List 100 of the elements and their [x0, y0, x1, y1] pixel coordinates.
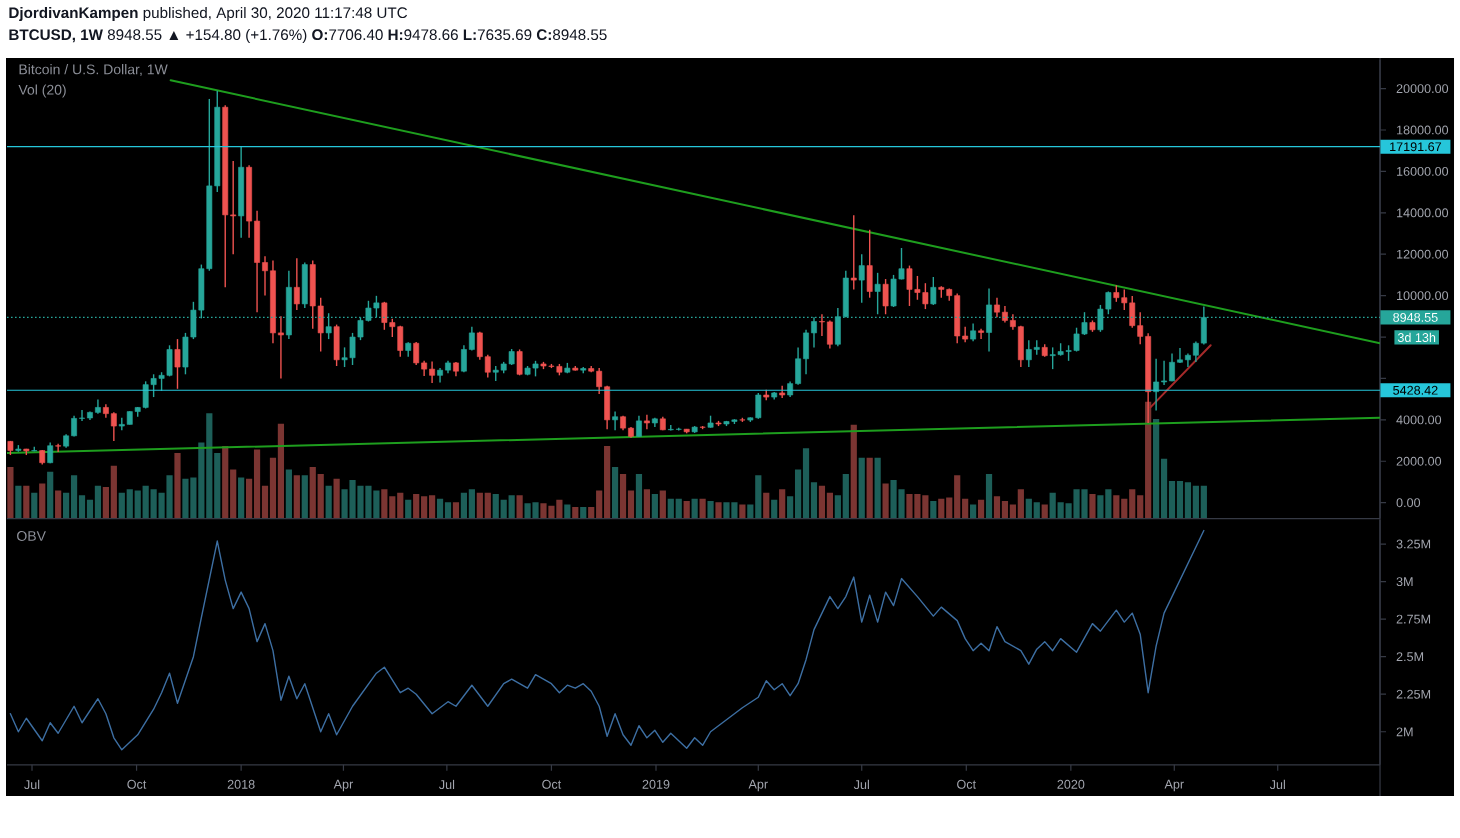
candlestick — [1073, 327, 1080, 353]
bar — [604, 445, 611, 519]
bar — [94, 485, 102, 519]
candlestick — [1129, 295, 1136, 329]
bar — [580, 506, 587, 519]
candlestick — [301, 261, 308, 309]
candlestick — [413, 341, 420, 366]
candlestick — [166, 344, 173, 378]
bar — [938, 498, 945, 519]
bar — [731, 502, 738, 519]
bar — [532, 502, 539, 519]
bar — [930, 501, 937, 519]
bar — [906, 493, 913, 519]
candlestick — [994, 296, 1000, 319]
bar — [779, 489, 786, 519]
bar — [182, 478, 189, 519]
bar — [1049, 492, 1056, 519]
bar — [866, 457, 873, 519]
bar — [405, 499, 412, 519]
bar — [985, 474, 993, 519]
bar — [1017, 489, 1024, 519]
bar — [70, 475, 78, 519]
candlestick — [1017, 324, 1024, 368]
bar — [723, 502, 730, 519]
candlestick — [437, 367, 443, 384]
bar — [858, 457, 865, 519]
candlestick — [309, 259, 316, 330]
bar — [516, 495, 523, 519]
bar — [977, 499, 985, 519]
candlestick — [55, 442, 62, 453]
bar — [428, 495, 436, 519]
bar — [389, 496, 396, 519]
candlestick — [1169, 352, 1175, 383]
bar — [890, 479, 897, 519]
bar — [611, 467, 619, 519]
bar — [524, 503, 531, 519]
bar — [914, 493, 921, 519]
bar — [954, 475, 961, 519]
bar — [444, 502, 452, 519]
bar — [556, 499, 563, 519]
bar — [1192, 485, 1199, 519]
bar — [826, 492, 833, 519]
candlestick — [1025, 339, 1032, 368]
bar — [110, 465, 117, 519]
bar — [572, 506, 579, 519]
bar — [23, 485, 30, 519]
bar — [309, 467, 316, 519]
bar — [1113, 495, 1120, 519]
bar — [15, 485, 22, 519]
bar — [1041, 504, 1048, 519]
bar — [325, 485, 332, 519]
bar — [1001, 501, 1009, 519]
bar — [373, 490, 380, 519]
candlestick — [874, 272, 881, 315]
bar — [484, 492, 491, 519]
bar — [357, 485, 364, 519]
bar — [413, 493, 420, 519]
candlestick — [866, 229, 873, 299]
bar — [1033, 502, 1040, 519]
candlestick — [516, 348, 523, 377]
candlestick — [819, 313, 825, 337]
bar — [500, 499, 507, 519]
bar — [635, 474, 643, 519]
bar — [619, 474, 627, 519]
bar — [1025, 498, 1032, 519]
candlestick — [612, 410, 618, 431]
bar — [1153, 418, 1160, 519]
line-series — [9, 529, 1205, 751]
bar — [771, 499, 778, 519]
bar — [39, 483, 46, 519]
bar — [317, 474, 324, 519]
bar — [222, 445, 229, 519]
candlestick — [636, 415, 642, 438]
bar — [277, 423, 285, 519]
candlestick — [333, 323, 340, 367]
bar — [126, 489, 133, 519]
candlestick — [954, 292, 961, 344]
bar — [397, 492, 404, 519]
bar — [1176, 481, 1184, 519]
bar — [643, 489, 651, 519]
bar — [667, 498, 674, 519]
candlestick — [1049, 346, 1056, 370]
candlestick — [644, 413, 650, 430]
candlestick — [174, 338, 181, 390]
bar — [842, 474, 849, 519]
bar — [1129, 489, 1136, 519]
bar — [922, 495, 929, 519]
bar — [118, 492, 125, 519]
bar — [436, 498, 444, 519]
bar — [715, 502, 722, 519]
bar — [699, 498, 706, 519]
candlestick — [397, 324, 404, 358]
bar — [739, 504, 746, 519]
bar — [134, 490, 141, 519]
candlestick — [858, 253, 865, 304]
candlestick — [1153, 358, 1159, 412]
bar — [707, 501, 714, 519]
bar — [691, 498, 698, 519]
bar — [763, 492, 770, 519]
bar — [755, 475, 762, 519]
